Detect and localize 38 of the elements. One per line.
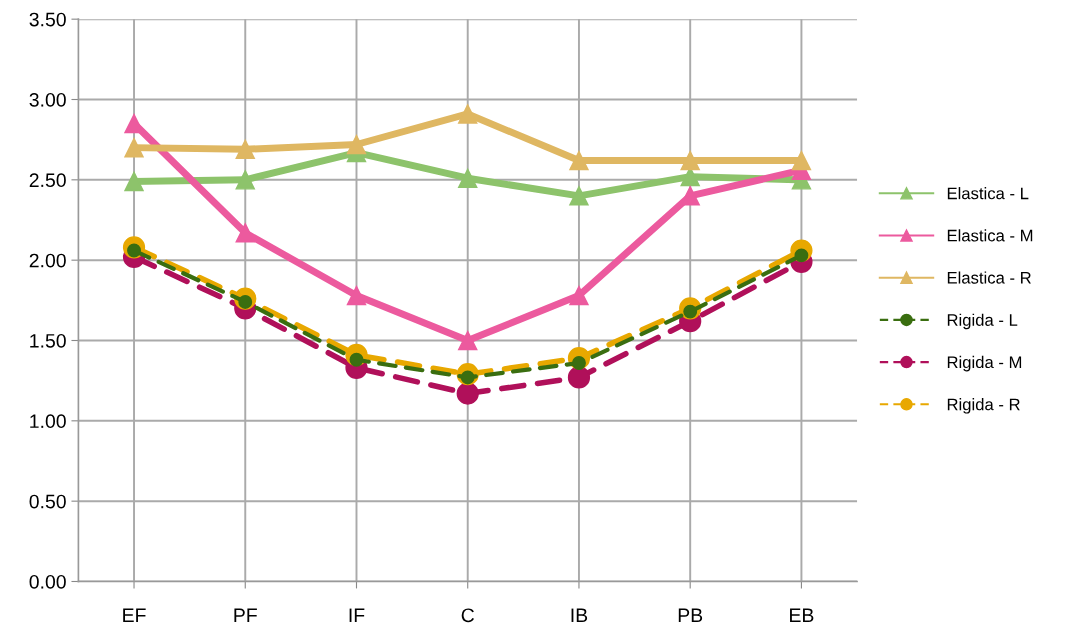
y-tick-label: 1.00 <box>30 414 66 429</box>
legend-label: Rigida - L <box>947 313 1018 330</box>
x-tick-label: IB <box>571 608 588 622</box>
point <box>791 150 812 171</box>
point <box>458 104 478 124</box>
y-tick-label: 0.50 <box>29 494 66 509</box>
legend-label: Elastica - M <box>947 229 1033 242</box>
point <box>235 139 255 160</box>
point <box>458 330 478 351</box>
legend-label: Elastica - L <box>947 187 1029 200</box>
point <box>235 170 255 190</box>
point <box>124 137 144 158</box>
point <box>680 150 700 171</box>
x-tick-label: IF <box>349 608 365 622</box>
x-tick-label: C <box>461 608 475 623</box>
point <box>346 134 367 155</box>
point <box>569 186 589 206</box>
y-tick-label: 2.50 <box>29 173 66 188</box>
point <box>124 171 144 192</box>
point <box>567 366 591 389</box>
y-tick-label: 3.00 <box>29 92 66 107</box>
legend-label: Elastica - R <box>947 271 1031 284</box>
point <box>456 382 479 405</box>
y-tick-label: 2.00 <box>29 253 66 268</box>
point <box>235 223 255 243</box>
y-tick-label: 1.50 <box>30 333 66 348</box>
point <box>458 168 478 188</box>
legend-label: Rigida - M <box>947 355 1022 372</box>
point <box>569 285 589 306</box>
y-tick-label: 3.50 <box>29 12 66 27</box>
point <box>569 150 589 171</box>
point <box>346 285 367 306</box>
x-tick-label: PF <box>234 608 257 622</box>
x-tick-label: EF <box>123 608 146 622</box>
y-tick-label: 0.00 <box>29 574 66 589</box>
x-tick-label: EB <box>790 608 814 622</box>
x-tick-label: PB <box>678 608 703 622</box>
legend-label: Rigida - R <box>947 398 1020 414</box>
